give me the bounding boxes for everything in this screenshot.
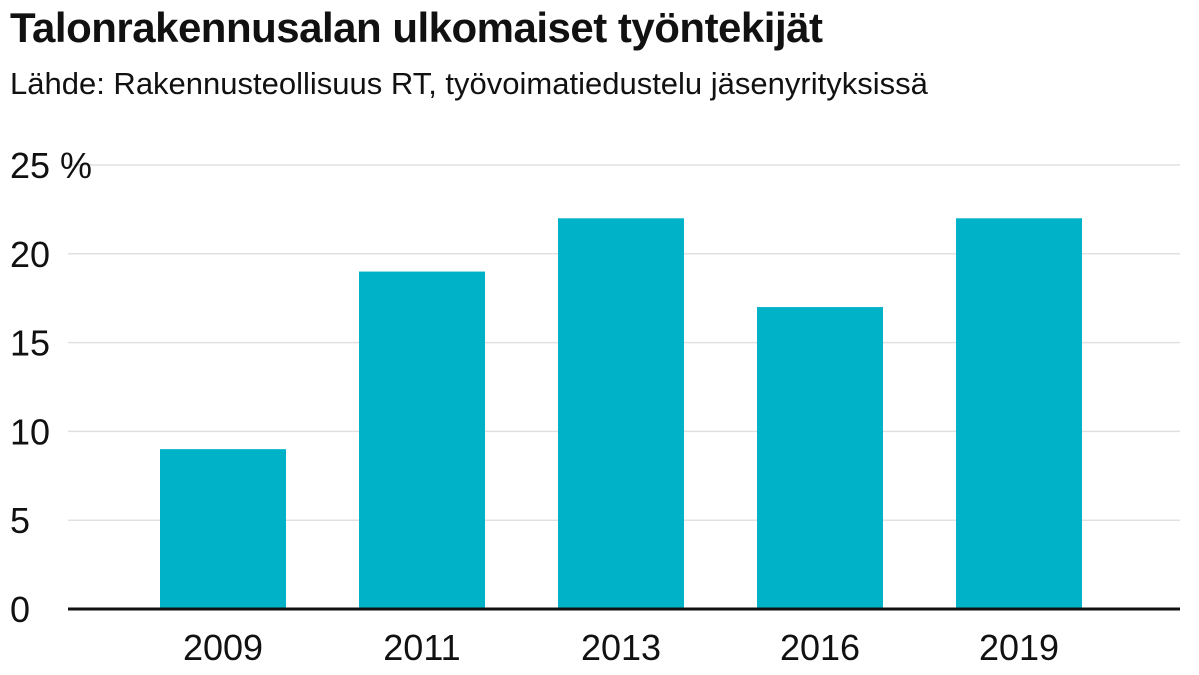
y-tick-label: 0	[10, 589, 30, 630]
y-tick-label: 5	[10, 500, 30, 541]
bar-2009	[160, 449, 286, 609]
x-tick-label: 2016	[780, 627, 860, 668]
chart-title: Talonrakennusalan ulkomaiset työntekijät	[10, 4, 823, 51]
x-tick-label: 2019	[979, 627, 1059, 668]
y-tick-label: 15	[10, 323, 50, 364]
x-tick-label: 2009	[183, 627, 263, 668]
y-tick-label: 20	[10, 234, 50, 275]
bar-2013	[558, 218, 684, 609]
y-tick-label: 10	[10, 411, 50, 452]
y-tick-label: 25 %	[10, 145, 92, 186]
chart-subtitle: Lähde: Rakennusteollisuus RT, työvoimati…	[10, 66, 928, 101]
bars	[160, 218, 1082, 609]
bar-2011	[359, 271, 485, 609]
bar-2019	[956, 218, 1082, 609]
axes: 0 5 10 15 20 25 % 2009 2011 2013 2016 2019	[10, 145, 1180, 668]
x-tick-label: 2013	[581, 627, 661, 668]
x-tick-label: 2011	[383, 627, 460, 668]
bar-2016	[757, 307, 883, 609]
